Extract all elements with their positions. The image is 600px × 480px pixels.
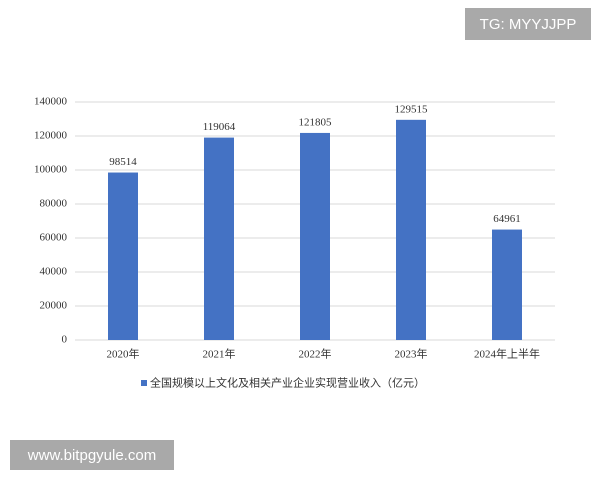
y-tick-label: 120000: [34, 130, 68, 142]
x-tick-label: 2021年: [203, 347, 236, 361]
watermark-box: [10, 440, 174, 470]
value-label: 129515: [395, 103, 429, 115]
y-tick-label: 20000: [40, 300, 68, 312]
y-tick-label: 40000: [40, 266, 68, 278]
x-tick-label: 2022年: [299, 347, 332, 361]
x-tick-label: 2020年: [107, 347, 140, 361]
value-label: 98514: [109, 156, 137, 168]
watermark: www.bitpgyule.com: [27, 447, 156, 464]
bar: [108, 172, 138, 340]
value-label: 119064: [203, 121, 236, 133]
watermark: TG: MYYJJPP: [480, 16, 577, 33]
legend-label: 全国规模以上文化及相关产业企业实现营业收入（亿元）: [150, 376, 425, 390]
y-tick-label: 100000: [34, 164, 68, 176]
x-tick-label: 2023年: [395, 347, 428, 361]
bar: [300, 132, 330, 340]
value-label: 64961: [493, 213, 521, 225]
y-tick-label: 60000: [40, 232, 68, 244]
y-tick-label: 80000: [40, 198, 68, 210]
bar: [492, 229, 522, 340]
y-tick-label: 0: [62, 334, 68, 346]
watermark-box: [465, 8, 591, 40]
bar: [396, 119, 426, 341]
value-label: 121805: [299, 116, 333, 128]
legend-swatch: [141, 380, 147, 386]
y-tick-label: 140000: [34, 96, 68, 108]
x-tick-label: 2024年上半年: [474, 347, 540, 361]
bar: [204, 137, 234, 340]
